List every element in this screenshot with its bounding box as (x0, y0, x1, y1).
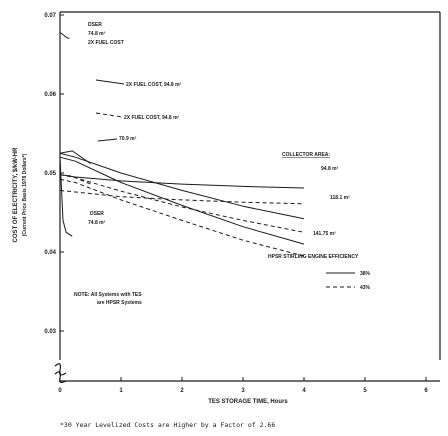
series-line-8 (59, 32, 70, 40)
series-layer (59, 32, 305, 257)
series-line-1 (59, 152, 305, 220)
series-line-4 (59, 189, 305, 205)
note-line2: are HPSR Systems (97, 300, 142, 306)
x-axis-label: TES STORAGE TIME, Hours (208, 399, 288, 405)
efficiency-legend-solid-value: 38% (360, 271, 371, 277)
efficiency-legend-title: HPSR STIRLING ENGINE EFFICIENCY (268, 254, 359, 260)
y-tick-label: 0.03 (44, 329, 56, 335)
annotation-dser-2x-line1: DSER (88, 22, 102, 28)
y-axis-ticks: 0.07 0.06 0.05 0.04 0.03 (44, 13, 64, 335)
note-line1: NOTE: All Systems with TES (74, 292, 142, 298)
y-tick-label: 0.04 (44, 250, 56, 256)
x-axis-ticks: 0 1 2 3 4 5 6 (58, 377, 428, 394)
series-line-9 (59, 157, 73, 237)
series-line-5 (59, 174, 305, 233)
y-tick-label: 0.05 (44, 171, 56, 177)
y-axis-sublabel: (Current Price Basis 1978 Dollars*) (22, 153, 28, 236)
y-axis-label: COST OF ELECTRICITY, $/kW-HR (13, 147, 19, 243)
collector-area-141-75: 141.75 m² (313, 231, 336, 237)
x-tick-label: 6 (424, 388, 428, 394)
series-line-2 (59, 156, 305, 245)
x-tick-label: 0 (58, 388, 62, 394)
x-tick-label: 1 (119, 388, 123, 394)
collector-area-heading: COLLECTOR AREA: (282, 152, 330, 158)
annotation-2x-fuel-solid-leader (95, 79, 125, 85)
annotation-2x-fuel-dashed: 2X FUEL COST, 94.8 m² (124, 115, 180, 121)
series-line-0 (59, 174, 305, 189)
collector-area-94-8: 94.8 m² (321, 166, 339, 172)
collector-area-118-1: 118.1 m² (330, 195, 350, 201)
annotation-70-9-leader (97, 138, 118, 142)
annotation-2x-fuel-dashed-leader (95, 112, 123, 118)
y-tick-label: 0.06 (44, 92, 56, 98)
x-tick-label: 2 (180, 388, 184, 394)
efficiency-legend-dashed-value: 43% (360, 285, 371, 291)
annotation-dser-2x-line3: 2X FUEL COST (88, 40, 124, 46)
annotation-2x-fuel-solid: 2X FUEL COST, 94.8 m² (126, 82, 182, 88)
annotation-dser-line1: DSER (90, 211, 104, 217)
series-line-6 (59, 178, 305, 257)
x-tick-label: 4 (302, 388, 306, 394)
footnote: *30 Year Levelized Costs are Higher by a… (60, 421, 275, 429)
series-line-3 (59, 150, 91, 164)
x-tick-label: 5 (363, 388, 367, 394)
axis-break-mark (54, 363, 67, 376)
annotation-dser-line2: 74.8 m² (88, 220, 106, 226)
y-tick-label: 0.07 (44, 13, 56, 19)
annotation-70-9: 70.9 m² (119, 136, 137, 142)
annotation-dser-2x-line2: 74.8 m² (88, 31, 106, 37)
x-tick-label: 3 (241, 388, 245, 394)
plot-frame (59, 11, 441, 360)
